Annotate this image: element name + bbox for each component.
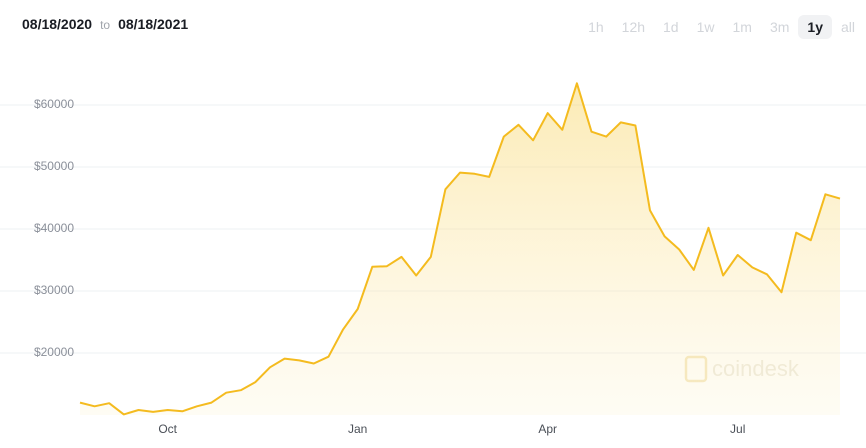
timeframe-button[interactable]: 1h (588, 19, 604, 35)
timeframe-button[interactable]: 1w (696, 19, 715, 35)
price-line (79, 82, 841, 416)
date-range: 08/18/2020 to 08/18/2021 (22, 16, 188, 32)
timeframe-button[interactable]: 12h (621, 19, 646, 35)
range-separator: to (100, 18, 111, 32)
y-tick-label: $20000 (34, 345, 74, 359)
timeframe-buttons: 1h 12h 1d 1w 1m 3m 1y all (579, 15, 864, 39)
x-tick-label: Oct (158, 422, 177, 436)
x-tick-label: Jul (730, 422, 745, 436)
y-tick-label: $60000 (34, 97, 74, 111)
timeframe-button[interactable]: 1y (798, 15, 832, 39)
y-tick-label: $30000 (34, 283, 74, 297)
timeframe-button[interactable]: 1m (732, 19, 752, 35)
timeframe-button[interactable]: all (840, 19, 855, 35)
x-tick-label: Jan (348, 422, 367, 436)
timeframe-button[interactable]: 1d (663, 19, 679, 35)
timeframe-button[interactable]: 3m (769, 19, 790, 35)
y-tick-label: $40000 (34, 221, 74, 235)
end-date: 08/18/2021 (118, 16, 189, 32)
y-tick-label: $50000 (34, 159, 74, 173)
start-date: 08/18/2020 (22, 16, 93, 32)
area (80, 83, 840, 416)
x-tick-label: Apr (538, 422, 557, 436)
